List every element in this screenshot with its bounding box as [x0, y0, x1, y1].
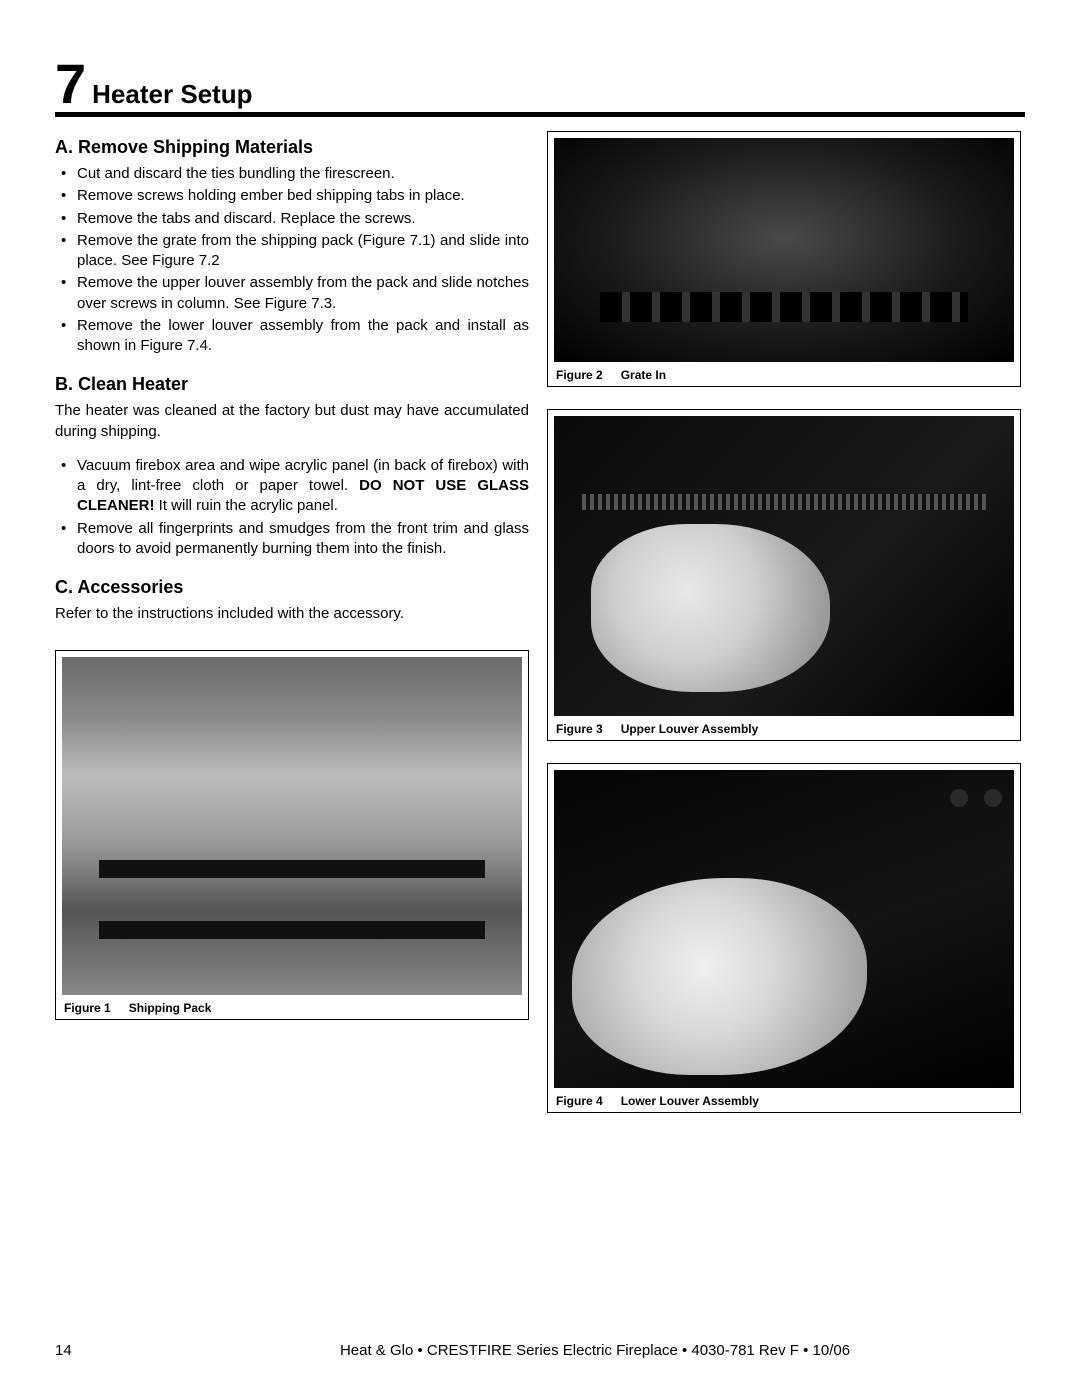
figure-4-box: Figure 4 Lower Louver Assembly	[547, 763, 1021, 1113]
manual-page: 7 Heater Setup A. Remove Shipping Materi…	[0, 0, 1080, 1397]
item-text-pre: Remove all fingerprints and smudges from…	[77, 520, 529, 557]
list-item: Remove screws holding ember bed shipping…	[59, 186, 529, 206]
figure-1-image	[62, 657, 522, 995]
list-item: Remove all fingerprints and smudges from…	[59, 519, 529, 560]
subsection-a-head: A. Remove Shipping Materials	[55, 137, 529, 158]
figure-2-box: Figure 2 Grate In	[547, 131, 1021, 387]
list-item: Remove the upper louver assembly from th…	[59, 273, 529, 314]
item-text-post: It will ruin the acrylic panel.	[155, 497, 338, 514]
figure-number: Figure 1	[64, 1001, 111, 1015]
subsection-b-intro: The heater was cleaned at the factory bu…	[55, 401, 529, 442]
figure-caption-text: Upper Louver Assembly	[621, 722, 759, 736]
figure-4-image	[554, 770, 1014, 1088]
list-item: Remove the grate from the shipping pack …	[59, 231, 529, 272]
footer-text: Heat & Glo • CRESTFIRE Series Electric F…	[165, 1342, 1025, 1359]
subsection-b-head: B. Clean Heater	[55, 374, 529, 395]
figure-3-caption: Figure 3 Upper Louver Assembly	[554, 722, 1014, 736]
list-item: Remove the tabs and discard. Replace the…	[59, 209, 529, 229]
figure-number: Figure 4	[556, 1094, 603, 1108]
figure-2-image	[554, 138, 1014, 362]
figure-4-caption: Figure 4 Lower Louver Assembly	[554, 1094, 1014, 1108]
figure-number: Figure 3	[556, 722, 603, 736]
figure-caption-text: Grate In	[621, 368, 666, 382]
figure-number: Figure 2	[556, 368, 603, 382]
subsection-c-text: Refer to the instructions included with …	[55, 604, 529, 624]
figure-caption-text: Shipping Pack	[129, 1001, 212, 1015]
right-column: Figure 2 Grate In Figure 3 Upper Louver As…	[547, 131, 1021, 1135]
section-number: 7	[55, 60, 86, 108]
subsection-b-list: Vacuum firebox area and wipe acrylic pan…	[55, 456, 529, 559]
list-item: Cut and discard the ties bundling the fi…	[59, 164, 529, 184]
section-header: 7 Heater Setup	[55, 60, 1025, 117]
subsection-a-list: Cut and discard the ties bundling the fi…	[55, 164, 529, 356]
figure-caption-text: Lower Louver Assembly	[621, 1094, 759, 1108]
two-column-layout: A. Remove Shipping Materials Cut and dis…	[55, 131, 1025, 1135]
figure-1-box: Figure 1 Shipping Pack	[55, 650, 529, 1020]
left-column: A. Remove Shipping Materials Cut and dis…	[55, 131, 529, 1135]
figure-3-box: Figure 3 Upper Louver Assembly	[547, 409, 1021, 741]
subsection-c-head: C. Accessories	[55, 577, 529, 598]
page-footer: 14 Heat & Glo • CRESTFIRE Series Electri…	[55, 1342, 1025, 1359]
figure-1-caption: Figure 1 Shipping Pack	[62, 1001, 522, 1015]
list-item: Vacuum firebox area and wipe acrylic pan…	[59, 456, 529, 517]
page-number: 14	[55, 1342, 165, 1359]
section-title: Heater Setup	[92, 79, 252, 110]
figure-2-caption: Figure 2 Grate In	[554, 368, 1014, 382]
figure-3-image	[554, 416, 1014, 716]
list-item: Remove the lower louver assembly from th…	[59, 316, 529, 357]
